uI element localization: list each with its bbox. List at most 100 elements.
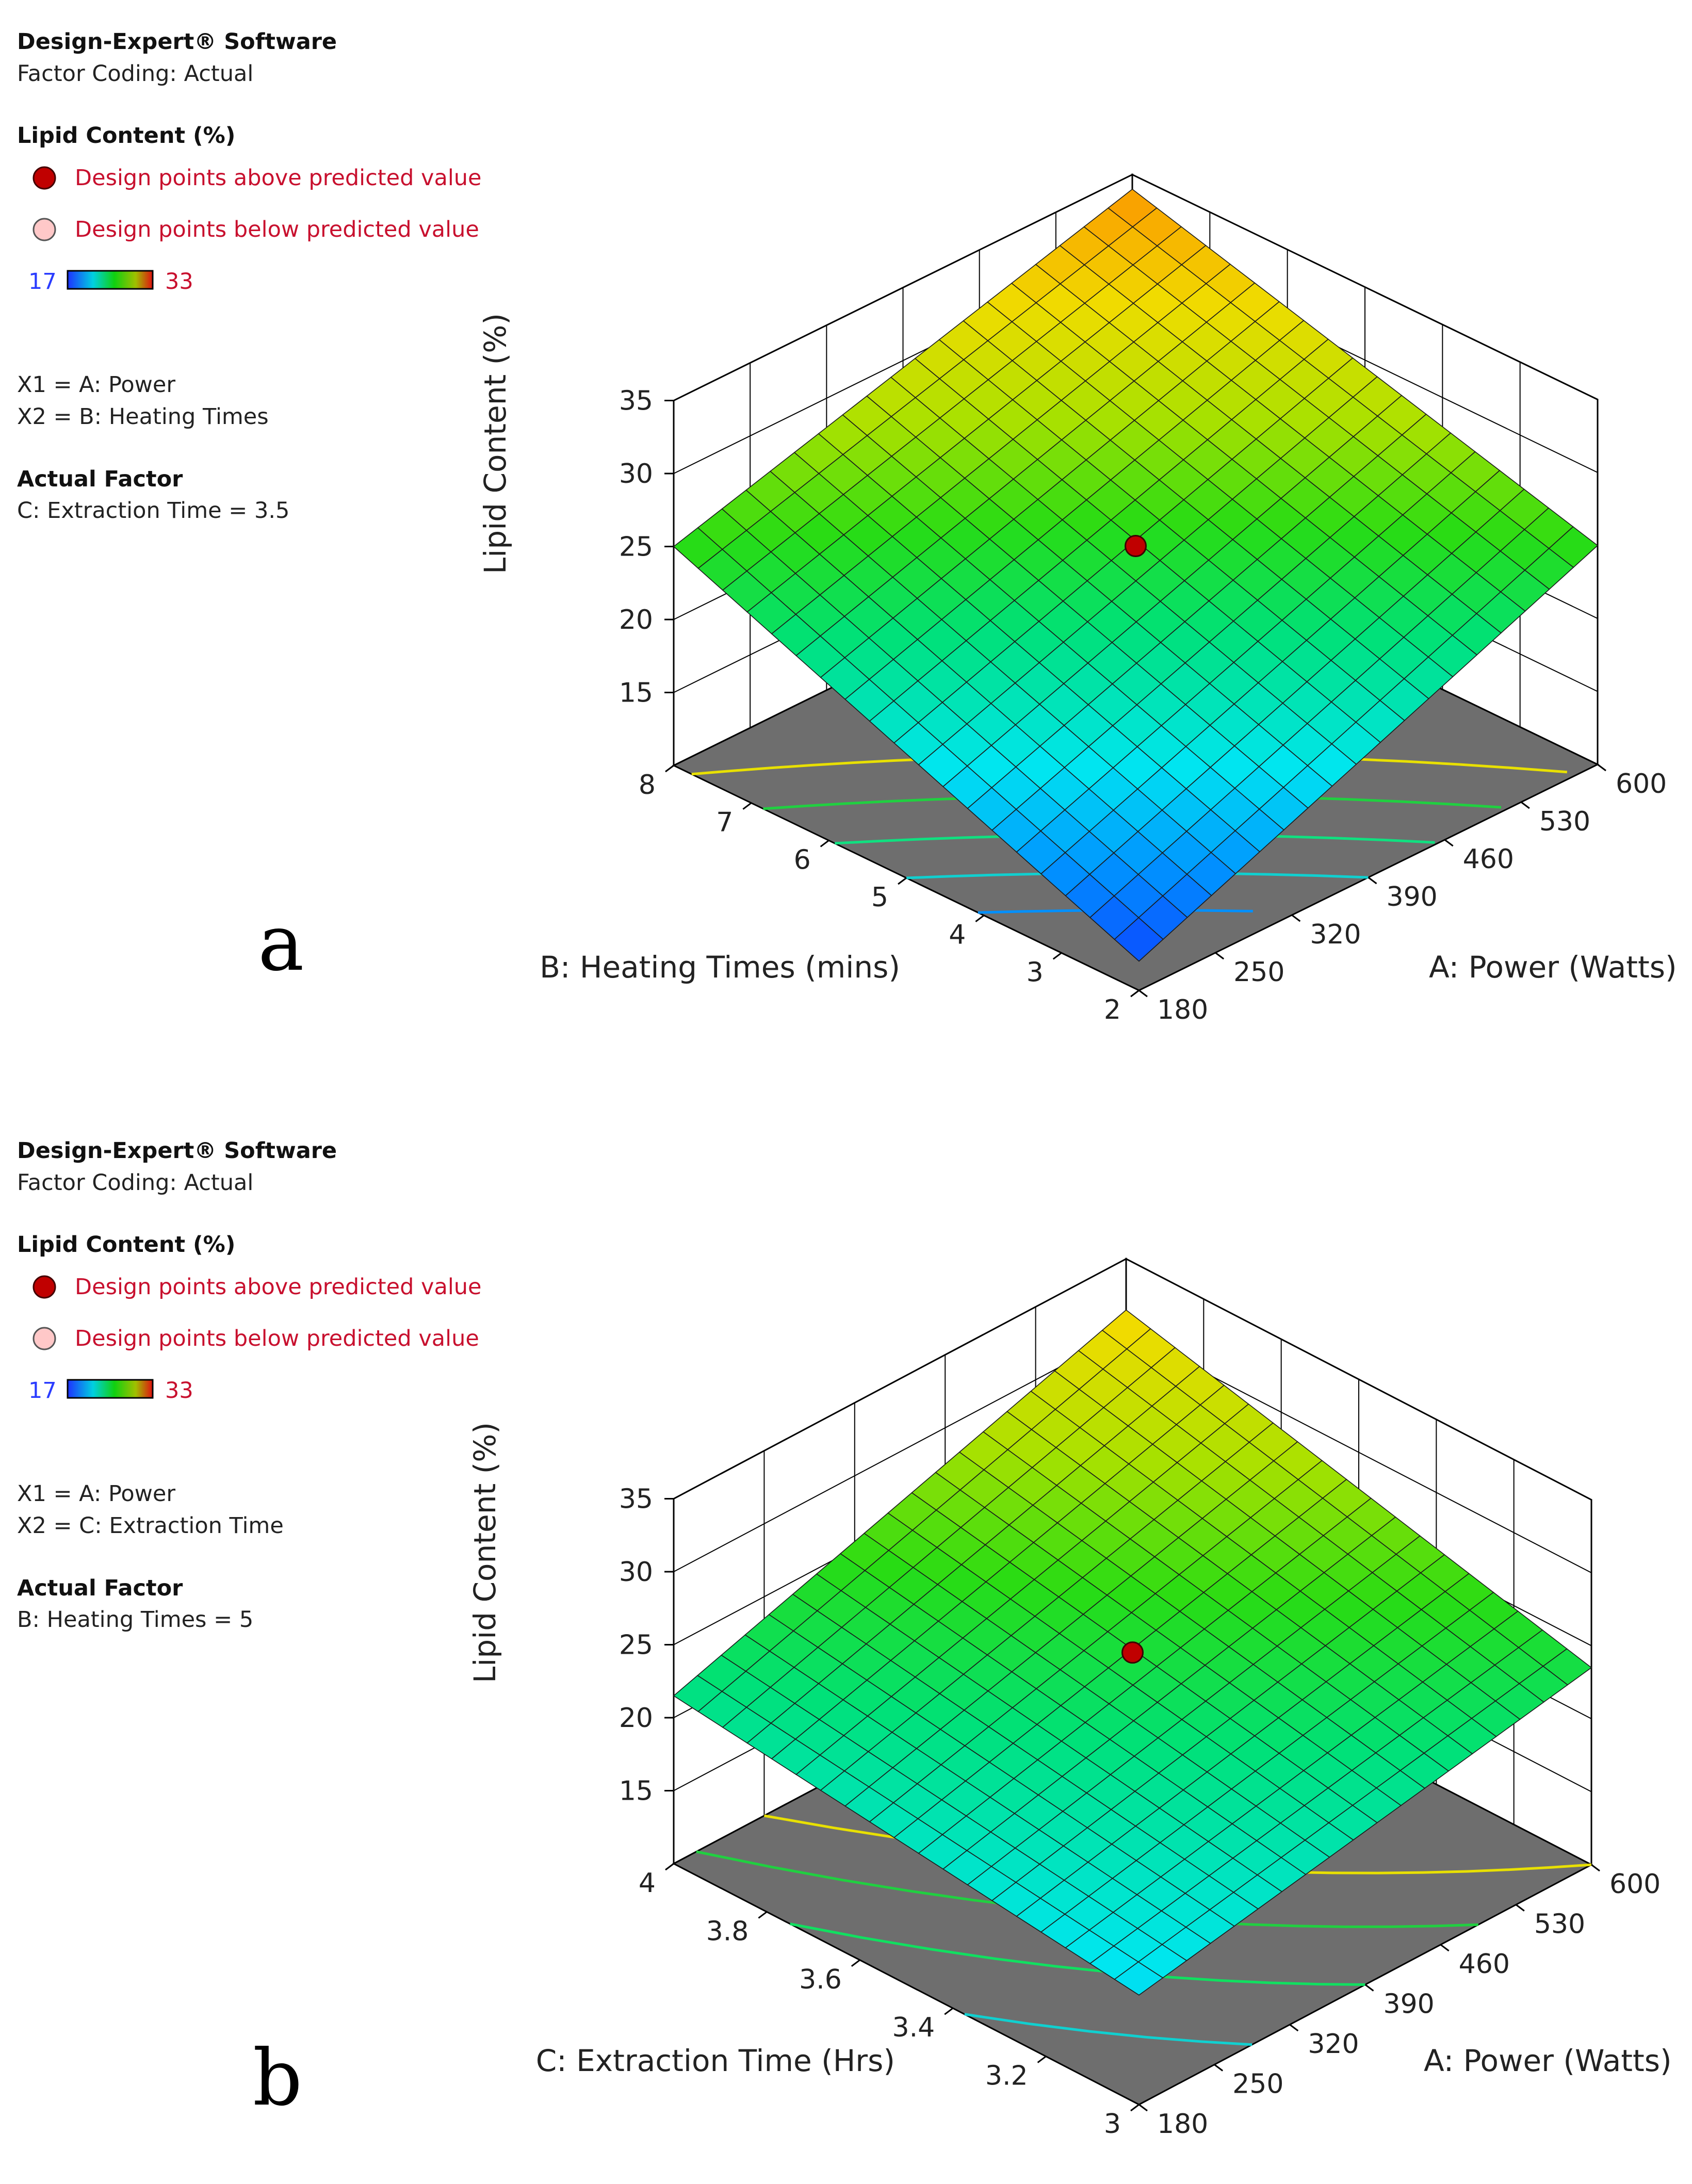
x-tick [1364,1984,1374,1992]
actual-factor-value: B: Heating Times = 5 [17,1607,253,1633]
legend-below-text: Design points below predicted value [75,217,479,242]
y-tick-label: 3.4 [892,2012,935,2043]
color-scale-bar [67,270,154,290]
surface-cell [1114,917,1164,962]
y-tick-label: 3.2 [985,2061,1028,2092]
y-tick [1052,952,1062,960]
y-tick [742,802,752,810]
design-point [1125,535,1147,557]
chart-panel-b: Design-Expert® Software Factor Coding: A… [0,1109,1692,2184]
below-point-icon [32,218,56,241]
x-tick-label: 530 [1539,806,1590,837]
response-surface [673,1309,1592,1996]
actual-factor-title: Actual Factor [17,466,183,492]
x-axis: 180 250 320 390 460 530 600 A: Power (Watts) [1138,1864,1672,2140]
x2-definition: X2 = C: Extraction Time [17,1513,284,1539]
above-point-icon [32,1275,56,1299]
legend: Design-Expert® Software Factor Coding: A… [17,29,482,524]
y-tick [975,915,985,922]
response-title: Lipid Content (%) [17,123,235,149]
x2-definition: X2 = B: Heating Times [17,404,269,430]
y-tick-label: 7 [716,807,733,838]
x-tick-label: 530 [1534,1909,1585,1940]
z-tick-label: 30 [619,459,653,490]
panel-label-a: a [258,899,304,988]
x-tick-label: 180 [1157,995,1208,1025]
response-surface [673,188,1599,962]
y-tick [1037,2056,1047,2063]
y-tick-label: 8 [639,770,656,801]
chart-panel-a: Design-Expert® Software Factor Coding: A… [0,0,1692,1075]
actual-factor-value: C: Extraction Time = 3.5 [17,498,289,524]
x-tick [1591,1864,1600,1872]
response-title: Lipid Content (%) [17,1232,235,1258]
y-axis-label: C: Extraction Time (Hrs) [536,2043,895,2078]
surface-cell [1114,1961,1164,1996]
y-axis: 2 3 4 5 6 7 8 B: Heating Times (mins) [540,764,1140,1025]
x-tick [1520,801,1530,809]
y-axis: 3 3.2 3.4 3.6 3.8 4 C: Extraction Time (Hrs) [536,1863,1140,2140]
z-tick-label: 25 [619,1630,653,1661]
x1-definition: X1 = A: Power [17,372,175,398]
x-tick-label: 390 [1384,1989,1435,2020]
panel-label-b: b [253,2033,302,2123]
y-tick-label: 4 [949,920,966,951]
y-axis-label: B: Heating Times (mins) [540,950,900,985]
y-tick-label: 3.6 [799,1964,842,1995]
plot-area: 15 20 25 30 35 Lipid Content (%) 180 250 320 390 4… [467,1258,1672,2140]
legend-below-text: Design points below predicted value [75,1326,479,1351]
above-point-icon [32,166,56,190]
legend: Design-Expert® Software Factor Coding: A… [17,1138,482,1633]
x-tick-label: 180 [1157,2109,1208,2140]
legend-above-text: Design points above predicted value [75,1274,482,1300]
x-axis-label: A: Power (Watts) [1429,950,1677,985]
x-tick-label: 250 [1232,2069,1283,2100]
y-tick [1130,2104,1140,2112]
color-max-label: 33 [165,269,193,295]
y-tick-label: 4 [639,1868,656,1899]
contour-line [964,2013,1252,2046]
design-point [1121,1641,1144,1664]
z-axis: 15 20 25 30 35 Lipid Content (%) [467,1422,674,1807]
x-axis: 180 250 320 390 460 530 600 A: Power (Watts) [1138,763,1677,1025]
x-tick-label: 320 [1308,2029,1359,2060]
y-tick [944,2007,954,2015]
below-point-icon [32,1327,56,1350]
y-tick [665,1863,674,1871]
y-tick-label: 3 [1027,957,1044,988]
x-tick [1291,914,1301,922]
x-tick-label: 390 [1387,882,1438,912]
x-tick [1214,2064,1224,2072]
x-tick [1215,952,1225,960]
surface-plot-b: Design-Expert® Software Factor Coding: A… [17,1138,1672,2140]
z-tick-label: 20 [619,605,653,635]
y-tick [758,1911,768,1919]
y-tick [1130,989,1140,998]
z-tick-label: 15 [619,1776,653,1807]
wall-gridline [673,174,1598,401]
software-title: Design-Expert® Software [17,29,337,55]
x-tick [1138,2104,1148,2112]
x-tick [1515,1904,1525,1912]
actual-factor-title: Actual Factor [17,1575,183,1601]
x-tick-label: 460 [1459,1949,1510,1980]
x-tick-label: 250 [1233,957,1284,988]
z-tick-label: 20 [619,1703,653,1734]
factor-coding: Factor Coding: Actual [17,1170,253,1196]
x-tick [1440,1944,1450,1952]
z-tick-label: 35 [619,386,653,417]
y-tick [820,840,829,847]
x-tick [1289,2024,1299,2032]
x-tick-label: 600 [1616,769,1667,800]
z-tick-label: 30 [619,1557,653,1588]
z-tick-label: 25 [619,532,653,563]
z-axis: 15 20 25 30 35 Lipid Content (%) [478,313,674,709]
x-tick [1444,839,1454,847]
y-tick-label: 5 [871,882,888,913]
wall-gridline [673,1258,1592,1501]
z-tick-label: 35 [619,1484,653,1515]
x-tick-label: 600 [1609,1869,1661,1900]
x-tick [1138,989,1148,998]
y-tick-label: 2 [1104,995,1121,1025]
z-axis-label: Lipid Content (%) [478,313,513,574]
